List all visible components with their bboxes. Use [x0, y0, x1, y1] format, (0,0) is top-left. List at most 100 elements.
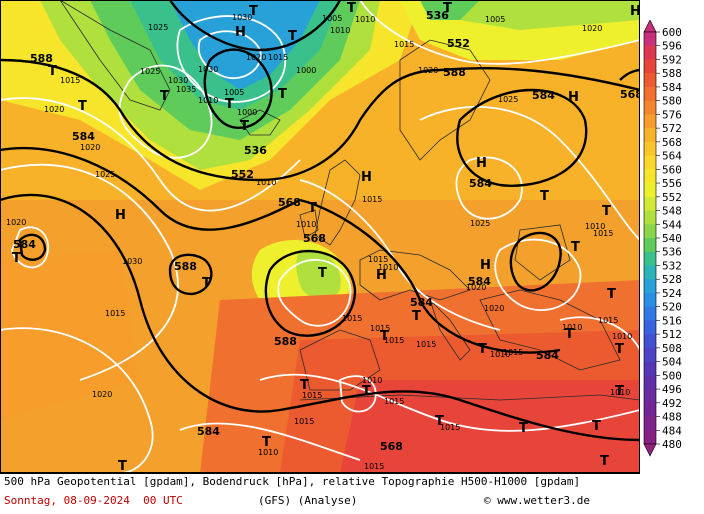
isobar-line: [455, 156, 523, 220]
isobar-label: 1010: [258, 448, 278, 457]
geopotential-label: 584: [13, 238, 36, 251]
isobar-label: 1010: [610, 388, 630, 397]
coast-black-sea: [514, 224, 571, 281]
isobar-line: [118, 64, 213, 159]
low-marker: T: [478, 342, 487, 357]
isobar-line: [0, 163, 179, 381]
isobar-line: [299, 179, 501, 331]
isobar-label: 1010: [490, 350, 510, 359]
isobar-line: [494, 238, 582, 311]
legend-tick-label: 552: [662, 191, 682, 204]
geopotential-label: 552: [447, 37, 470, 50]
map-footer: 500 hPa Geopotential [gpdam], Bodendruck…: [0, 473, 640, 514]
geopotential-label: 552: [231, 168, 254, 181]
topography-band-west: [0, 250, 140, 420]
isobar-line: [0, 327, 154, 473]
geopotential-label: 584: [72, 130, 95, 143]
legend-tick-label: 532: [662, 259, 682, 272]
legend-tick-label: 588: [662, 67, 682, 80]
low-marker: T: [262, 435, 271, 450]
legend-tick-label: 576: [662, 108, 682, 121]
coast-north-africa: [299, 394, 640, 401]
isobar-label: 1015: [384, 336, 404, 345]
high-marker: H: [115, 208, 126, 223]
isobar-label: 1030: [168, 76, 188, 85]
isobar-label: 1015: [302, 391, 322, 400]
map-frame: [0, 0, 640, 473]
map-description: 500 hPa Geopotential [gpdam], Bodendruck…: [4, 475, 581, 488]
legend-swatch: [644, 100, 656, 115]
geopotential-label: 588: [30, 52, 53, 65]
legend-tick-label: 508: [662, 342, 682, 355]
isobar-label: 1020: [246, 53, 266, 62]
copyright: © www.wetter3.de: [484, 494, 590, 507]
isobar-label: 1010: [612, 332, 632, 341]
legend-swatch: [644, 141, 656, 157]
isobar-label: 1035: [176, 85, 196, 94]
legend-scale: 6005965925885845805765725685645605565525…: [643, 19, 682, 457]
isobar-label: 1020: [582, 24, 602, 33]
coast-britain: [314, 159, 361, 246]
low-marker: T: [202, 276, 211, 291]
legend-tick-label: 556: [662, 177, 682, 190]
legend-tick-label: 484: [662, 424, 682, 437]
low-marker: T: [412, 309, 421, 324]
legend-swatch: [644, 238, 656, 253]
topography-band-south-red: [340, 380, 640, 473]
model-label: (GFS) (Analyse): [258, 494, 358, 507]
low-marker: T: [318, 266, 327, 281]
isobar-label: 1010: [585, 222, 605, 231]
legend-swatch: [644, 320, 656, 335]
low-marker: T: [249, 4, 258, 19]
geopotential-lines: [0, 0, 640, 442]
isobar-label: 1020: [44, 105, 64, 114]
geopotential-label: 568: [278, 196, 301, 209]
isobar-label: 1010: [378, 263, 398, 272]
isobar-label: 1010: [296, 220, 316, 229]
isobar-label: 1015: [593, 229, 613, 238]
legend-swatch: [644, 430, 656, 445]
isobar-line: [0, 97, 301, 212]
geopotential-label: 584: [410, 296, 433, 309]
coast-balkans-turkey: [479, 289, 621, 371]
copyright-icon: ©: [484, 494, 491, 507]
geopotential-line: [509, 231, 562, 292]
legend-tick-label: 492: [662, 397, 682, 410]
coast-iberia: [299, 329, 381, 391]
geopotential-label: 536: [244, 144, 267, 157]
isobar-label: 1015: [294, 417, 314, 426]
geopotential-line: [0, 193, 640, 442]
isobar-label: 1025: [470, 219, 490, 228]
isobar-line: [559, 316, 640, 351]
low-marker: T: [565, 327, 574, 342]
isobar-label: 1010: [562, 323, 582, 332]
legend-swatch: [644, 224, 656, 239]
legend-swatch: [644, 279, 656, 294]
legend-tick-label: 600: [662, 26, 682, 39]
pressure-centers: H H H H H H H H T T T T T T T T T T T T …: [12, 1, 640, 473]
geopotential-line: [168, 253, 213, 296]
isobar-label: 1020: [6, 218, 26, 227]
geopotential-label: 568: [380, 440, 403, 453]
low-marker: T: [443, 1, 452, 16]
geopotential-label: 588: [274, 335, 297, 348]
low-marker: T: [288, 29, 297, 44]
legend-swatch: [644, 73, 656, 88]
isobar-label: 1015: [440, 423, 460, 432]
isobar-labels: 1025 1030 1025 1030 1035 1030 1020 1015 …: [6, 13, 632, 471]
low-marker: T: [78, 99, 87, 114]
geopotential-label: 536: [426, 9, 449, 22]
legend-swatch: [644, 196, 656, 212]
topography-band-blue: [170, 0, 320, 90]
legend-tick-label: 516: [662, 314, 682, 327]
isobar-label: 1015: [342, 314, 362, 323]
isobar-line: [11, 226, 50, 269]
geopotential-label: 584: [197, 425, 220, 438]
coast-greenland: [59, 0, 171, 111]
isobar-label: 1015: [503, 348, 523, 357]
geopotential-label: 588: [443, 66, 466, 79]
low-marker: T: [592, 419, 601, 434]
low-marker: T: [380, 329, 389, 344]
low-marker: T: [225, 97, 234, 112]
legend-tick-label: 596: [662, 40, 682, 53]
